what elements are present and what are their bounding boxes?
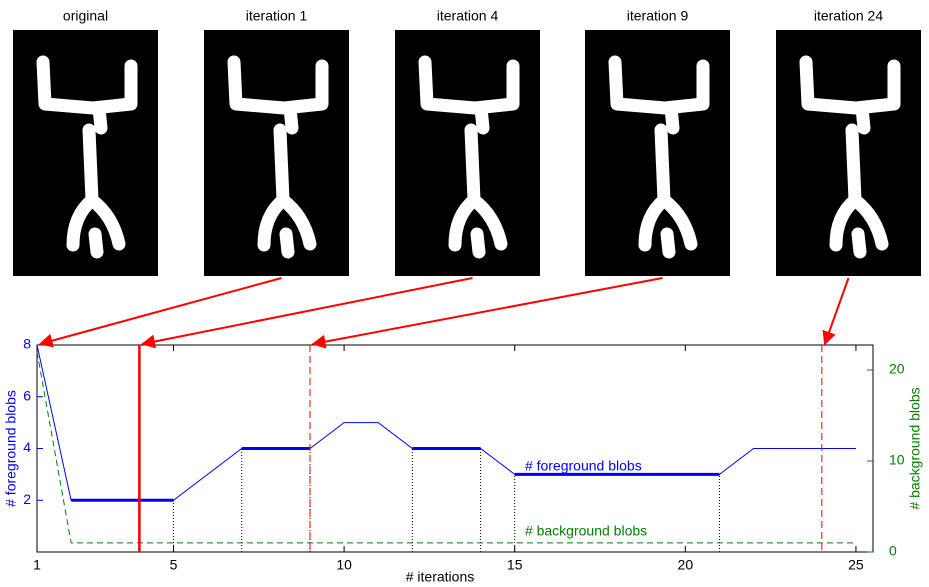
x-tick-label: 25 <box>848 557 864 573</box>
panel-arrow <box>40 278 282 344</box>
panel-title: iteration 4 <box>437 8 499 24</box>
panel-title: iteration 9 <box>627 8 689 24</box>
figure: original iteration 1 iteration 4 iteration … <box>0 0 929 587</box>
annotation: # foreground blobs <box>525 457 642 473</box>
panel-arrow <box>825 278 849 344</box>
y-tick-label: 6 <box>23 387 31 403</box>
annotation: # background blobs <box>525 523 647 539</box>
panel-arrow <box>313 278 663 344</box>
panel-title: iteration 1 <box>246 8 308 24</box>
x-tick-label: 1 <box>33 557 41 573</box>
x-tick-label: 20 <box>678 557 694 573</box>
panel-title: original <box>63 8 108 24</box>
page: {"panels": ["original", "iteration 1", "… <box>0 0 929 587</box>
y2-tick-label: 0 <box>889 543 897 559</box>
x-tick-label: 15 <box>507 557 523 573</box>
y-tick-label: 2 <box>23 491 31 507</box>
series-line <box>37 345 856 500</box>
panel-arrow <box>142 278 472 344</box>
y-axis-label: # foreground blobs <box>3 390 19 507</box>
x-tick-label: 5 <box>170 557 178 573</box>
y2-axis-label: # background blobs <box>907 387 923 509</box>
y-tick-label: 4 <box>23 439 31 455</box>
x-tick-label: 10 <box>336 557 352 573</box>
y-tick-label: 8 <box>23 336 31 352</box>
y2-tick-label: 20 <box>889 361 905 377</box>
x-axis-label: # iterations <box>406 569 474 585</box>
panel-title: iteration 24 <box>814 8 883 24</box>
y2-tick-label: 10 <box>889 452 905 468</box>
